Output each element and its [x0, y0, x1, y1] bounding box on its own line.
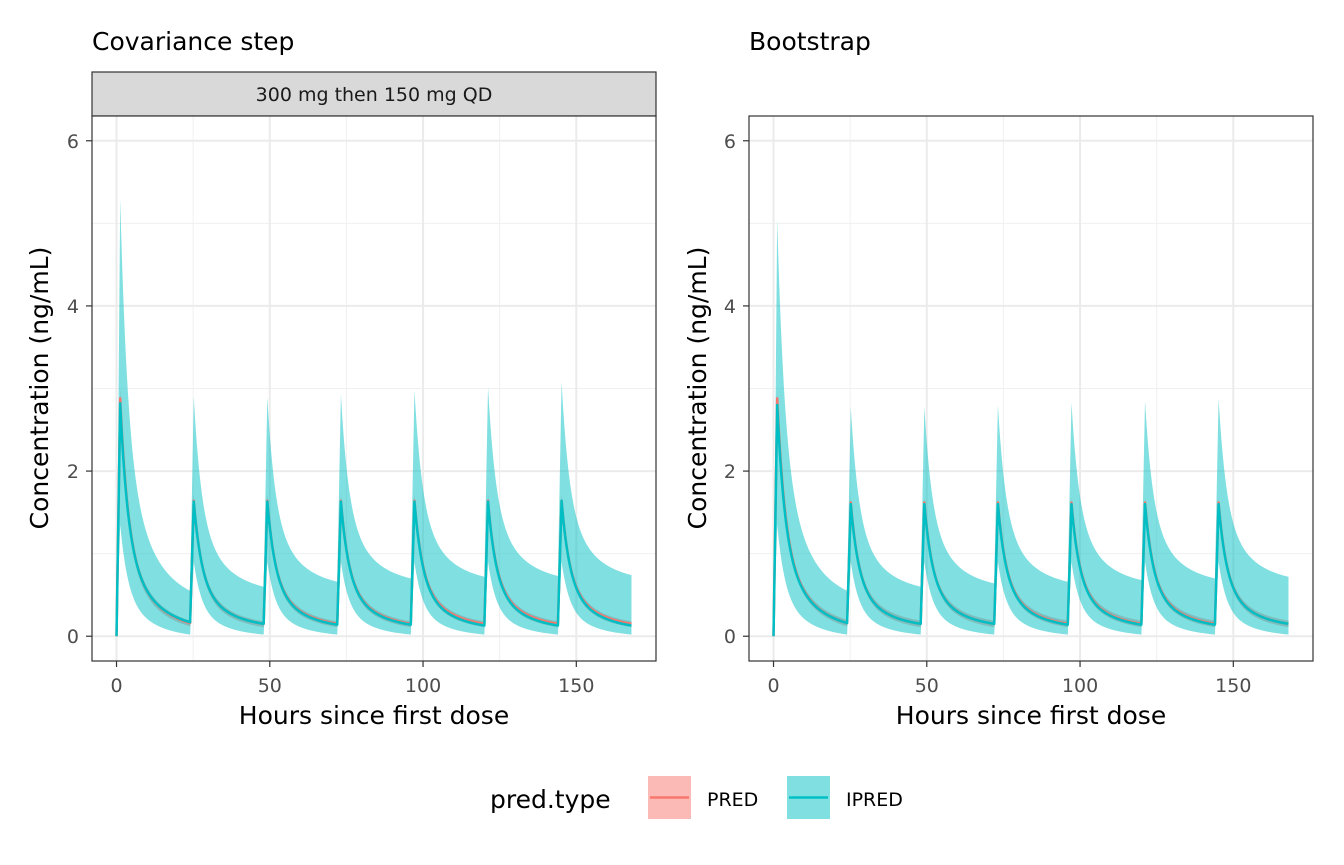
- line-ipred: [772, 403, 1289, 637]
- y-axis-title: Concentration (ng/mL): [683, 247, 712, 530]
- x-axis-title: Hours since first dose: [239, 701, 509, 730]
- y-tick-label: 0: [724, 626, 736, 648]
- legend-label-pred: PRED: [707, 789, 758, 811]
- y-tick-label: 6: [724, 131, 736, 153]
- line-ipred: [115, 402, 632, 637]
- facet-strip-label: 300 mg then 150 mg QD: [256, 84, 493, 106]
- y-axis-ticks: 0 2 4 6: [724, 131, 749, 648]
- panel-bootstrap: Bootstrap 0 50 100 150 0 2 4 6 Hours since fir…: [683, 27, 1314, 730]
- panel-title: Covariance step: [92, 27, 294, 56]
- x-tick-label: 100: [1062, 675, 1098, 697]
- y-tick-label: 6: [67, 131, 79, 153]
- plot-border: [91, 115, 657, 662]
- y-tick-label: 2: [724, 461, 736, 483]
- x-tick-label: 0: [110, 675, 122, 697]
- ribbon-ipred: [773, 219, 1289, 637]
- facet-strip: [91, 71, 657, 117]
- lines: [772, 397, 1289, 637]
- x-tick-label: 150: [558, 675, 594, 697]
- x-axis-ticks: 0 50 100 150: [110, 661, 594, 697]
- legend-key-ipred: [787, 776, 830, 819]
- lines: [115, 397, 632, 637]
- panel-covariance-step: Covariance step 300 mg then 150 mg QD 0 5…: [25, 27, 657, 730]
- x-tick-label: 150: [1215, 675, 1251, 697]
- x-tick-label: 0: [767, 675, 779, 697]
- x-tick-label: 50: [258, 675, 282, 697]
- legend-key-pred: [648, 776, 691, 819]
- y-axis-title: Concentration (ng/mL): [25, 247, 54, 530]
- x-tick-label: 100: [405, 675, 441, 697]
- plot-border: [748, 115, 1314, 662]
- y-tick-label: 2: [67, 461, 79, 483]
- panel-title: Bootstrap: [749, 27, 871, 56]
- y-axis-ticks: 0 2 4 6: [67, 131, 92, 648]
- legend: pred.type PRED IPRED: [490, 776, 903, 819]
- x-axis-ticks: 0 50 100 150: [767, 661, 1251, 697]
- legend-title: pred.type: [490, 785, 611, 814]
- ribbon-ipred: [116, 198, 632, 637]
- x-tick-label: 50: [915, 675, 939, 697]
- y-tick-label: 4: [724, 296, 736, 318]
- y-tick-label: 4: [67, 296, 79, 318]
- legend-label-ipred: IPRED: [846, 789, 903, 811]
- x-axis-title: Hours since first dose: [896, 701, 1166, 730]
- y-tick-label: 0: [67, 626, 79, 648]
